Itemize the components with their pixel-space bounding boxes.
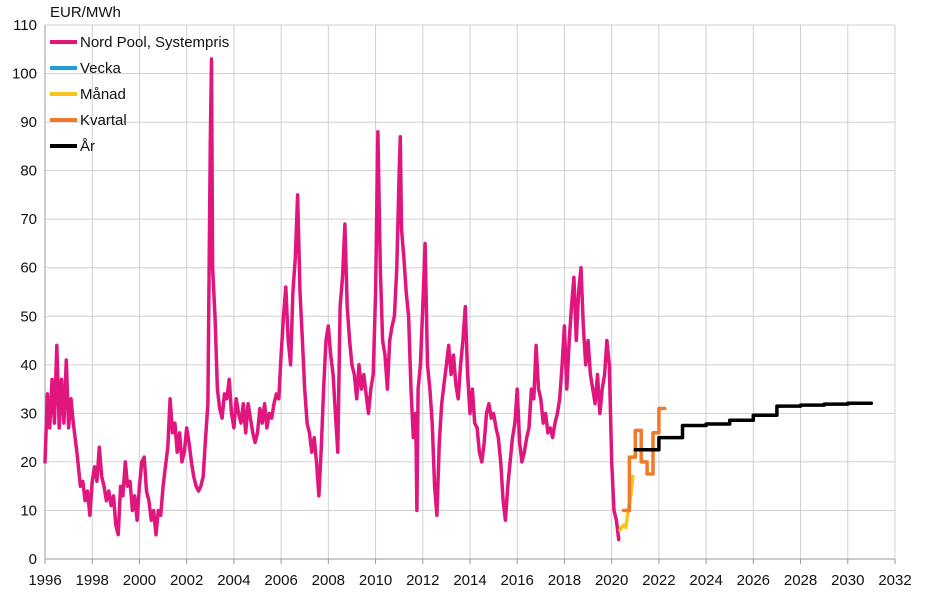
y-tick-label: 60: [20, 260, 37, 277]
y-tick-label: 40: [20, 357, 37, 374]
series-line-4: [633, 401, 874, 452]
x-tick-label: 2032: [878, 572, 911, 589]
x-tick-label: 1998: [76, 572, 109, 589]
series-line-3: [621, 406, 667, 513]
x-tick-label: 2012: [406, 572, 439, 589]
y-tick-label: 100: [12, 66, 37, 83]
legend-label: Månad: [80, 86, 126, 103]
legend-label: År: [80, 138, 95, 155]
axes: [44, 25, 896, 564]
y-tick-label: 0: [29, 551, 37, 568]
x-tick-label: 2014: [453, 572, 486, 589]
x-tick-label: 2030: [831, 572, 864, 589]
x-tick-label: 1996: [28, 572, 61, 589]
x-tick-label: 2026: [737, 572, 770, 589]
y-tick-labels: 0 10 20 30 40 50 60 70 80 90 100 110: [12, 17, 37, 568]
series-lines: [43, 57, 874, 542]
x-tick-label: 2024: [689, 572, 722, 589]
legend-label: Kvartal: [80, 112, 127, 129]
x-tick-label: 2018: [548, 572, 581, 589]
y-axis-unit-label: EUR/MWh: [50, 4, 121, 21]
y-tick-label: 20: [20, 454, 37, 471]
y-tick-label: 90: [20, 114, 37, 131]
legend: Nord Pool, Systempris Vecka Månad Kvartal År: [50, 34, 229, 155]
y-tick-label: 80: [20, 163, 37, 180]
x-tick-label: 2010: [359, 572, 392, 589]
y-tick-label: 70: [20, 211, 37, 228]
grid-lines: [44, 24, 896, 560]
y-tick-label: 30: [20, 405, 37, 422]
x-tick-labels: 1996 1998 2000 2002 2004 2006 2008 2010 2012 2014…: [28, 572, 911, 589]
legend-label: Nord Pool, Systempris: [80, 34, 229, 51]
x-tick-label: 2028: [784, 572, 817, 589]
x-tick-label: 2002: [170, 572, 203, 589]
y-tick-label: 50: [20, 308, 37, 325]
x-tick-label: 2022: [642, 572, 675, 589]
series-line-0: [43, 57, 621, 542]
y-tick-label: 10: [20, 502, 37, 519]
x-tick-label: 2006: [264, 572, 297, 589]
x-tick-label: 2004: [217, 572, 250, 589]
x-tick-label: 2020: [595, 572, 628, 589]
x-tick-label: 2000: [123, 572, 156, 589]
x-tick-label: 2008: [312, 572, 345, 589]
x-tick-label: 2016: [501, 572, 534, 589]
y-tick-label: 110: [13, 17, 37, 34]
legend-label: Vecka: [80, 60, 122, 77]
